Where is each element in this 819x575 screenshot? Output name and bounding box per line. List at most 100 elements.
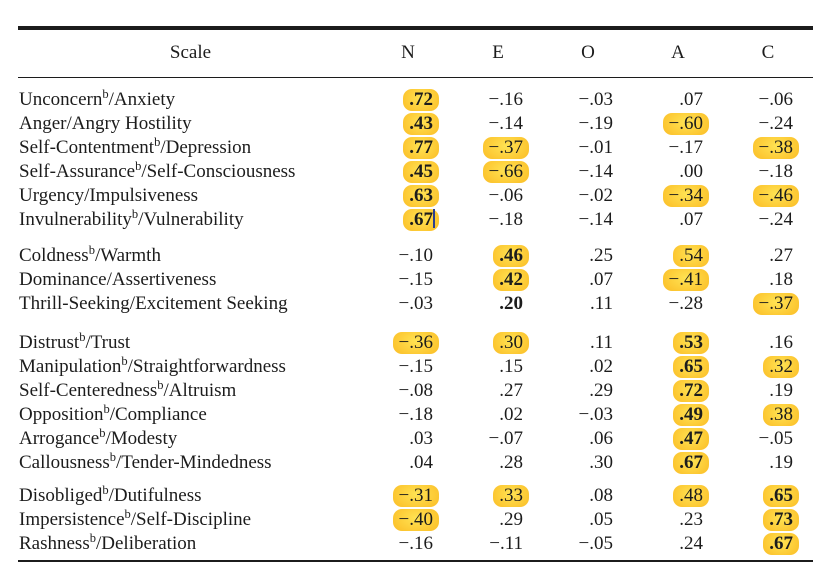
cell-n[interactable]: −.36 xyxy=(363,331,453,355)
cell-a[interactable]: −.34 xyxy=(633,184,723,208)
cell-n[interactable]: .03 xyxy=(363,427,453,451)
cell-a[interactable]: .67 xyxy=(633,451,723,475)
cell-o[interactable]: −.14 xyxy=(543,160,633,184)
cell-c[interactable]: −.05 xyxy=(723,427,813,451)
cell-n[interactable]: −.15 xyxy=(363,268,453,292)
cell-e[interactable]: −.37 xyxy=(453,136,543,160)
cell-n[interactable]: −.18 xyxy=(363,403,453,427)
scale-label[interactable]: Callousnessb/Tender-Mindedness xyxy=(18,451,363,475)
cell-c[interactable]: .18 xyxy=(723,268,813,292)
cell-e[interactable]: −.11 xyxy=(453,532,543,556)
cell-o[interactable]: −.02 xyxy=(543,184,633,208)
cell-c[interactable]: .65 xyxy=(723,484,813,508)
cell-e[interactable]: −.66 xyxy=(453,160,543,184)
cell-n[interactable]: .67 xyxy=(363,208,453,232)
cell-n[interactable]: .43 xyxy=(363,112,453,136)
cell-a[interactable]: .07 xyxy=(633,208,723,232)
cell-c[interactable]: .19 xyxy=(723,379,813,403)
cell-a[interactable]: .00 xyxy=(633,160,723,184)
scale-label[interactable]: Self-Contentmentb/Depression xyxy=(18,136,363,160)
cell-e[interactable]: .15 xyxy=(453,355,543,379)
cell-e[interactable]: .27 xyxy=(453,379,543,403)
cell-a[interactable]: .54 xyxy=(633,244,723,268)
cell-o[interactable]: .11 xyxy=(543,331,633,355)
scale-label[interactable]: Distrustb/Trust xyxy=(18,331,363,355)
cell-o[interactable]: .06 xyxy=(543,427,633,451)
cell-a[interactable]: .24 xyxy=(633,532,723,556)
cell-a[interactable]: .48 xyxy=(633,484,723,508)
cell-o[interactable]: −.03 xyxy=(543,403,633,427)
cell-n[interactable]: .72 xyxy=(363,88,453,112)
scale-label[interactable]: Coldnessb/Warmth xyxy=(18,244,363,268)
cell-o[interactable]: −.03 xyxy=(543,88,633,112)
cell-o[interactable]: −.14 xyxy=(543,208,633,232)
cell-a[interactable]: .53 xyxy=(633,331,723,355)
scale-label[interactable]: Thrill-Seeking/Excitement Seeking xyxy=(18,292,363,316)
cell-e[interactable]: −.06 xyxy=(453,184,543,208)
scale-label[interactable]: Rashnessb/Deliberation xyxy=(18,532,363,556)
scale-label[interactable]: Oppositionb/Compliance xyxy=(18,403,363,427)
cell-e[interactable]: −.18 xyxy=(453,208,543,232)
cell-e[interactable]: .20 xyxy=(453,292,543,316)
scale-label[interactable]: Dominance/Assertiveness xyxy=(18,268,363,292)
cell-c[interactable]: −.18 xyxy=(723,160,813,184)
cell-e[interactable]: −.16 xyxy=(453,88,543,112)
cell-e[interactable]: .02 xyxy=(453,403,543,427)
scale-label[interactable]: Impersistenceb/Self-Discipline xyxy=(18,508,363,532)
cell-e[interactable]: .30 xyxy=(453,331,543,355)
cell-e[interactable]: −.14 xyxy=(453,112,543,136)
cell-a[interactable]: −.60 xyxy=(633,112,723,136)
cell-n[interactable]: .77 xyxy=(363,136,453,160)
cell-c[interactable]: −.06 xyxy=(723,88,813,112)
cell-e[interactable]: −.07 xyxy=(453,427,543,451)
cell-c[interactable]: .27 xyxy=(723,244,813,268)
cell-n[interactable]: −.15 xyxy=(363,355,453,379)
cell-n[interactable]: −.31 xyxy=(363,484,453,508)
cell-n[interactable]: .63 xyxy=(363,184,453,208)
scale-label[interactable]: Invulnerabilityb/Vulnerability xyxy=(18,208,363,232)
cell-c[interactable]: −.38 xyxy=(723,136,813,160)
cell-a[interactable]: −.41 xyxy=(633,268,723,292)
cell-e[interactable]: .33 xyxy=(453,484,543,508)
cell-c[interactable]: −.46 xyxy=(723,184,813,208)
cell-c[interactable]: .73 xyxy=(723,508,813,532)
cell-c[interactable]: .32 xyxy=(723,355,813,379)
cell-c[interactable]: −.24 xyxy=(723,112,813,136)
cell-c[interactable]: .38 xyxy=(723,403,813,427)
cell-a[interactable]: .49 xyxy=(633,403,723,427)
cell-n[interactable]: .04 xyxy=(363,451,453,475)
cell-o[interactable]: −.19 xyxy=(543,112,633,136)
cell-c[interactable]: .16 xyxy=(723,331,813,355)
cell-o[interactable]: .29 xyxy=(543,379,633,403)
scale-label[interactable]: Self-Centerednessb/Altruism xyxy=(18,379,363,403)
cell-a[interactable]: .23 xyxy=(633,508,723,532)
cell-o[interactable]: .05 xyxy=(543,508,633,532)
cell-a[interactable]: .65 xyxy=(633,355,723,379)
scale-label[interactable]: Anger/Angry Hostility xyxy=(18,112,363,136)
cell-c[interactable]: .67 xyxy=(723,532,813,556)
cell-o[interactable]: .08 xyxy=(543,484,633,508)
scale-label[interactable]: Arroganceb/Modesty xyxy=(18,427,363,451)
scale-label[interactable]: Unconcernb/Anxiety xyxy=(18,88,363,112)
cell-o[interactable]: .30 xyxy=(543,451,633,475)
cell-a[interactable]: .72 xyxy=(633,379,723,403)
cell-c[interactable]: .19 xyxy=(723,451,813,475)
scale-label[interactable]: Urgency/Impulsiveness xyxy=(18,184,363,208)
cell-o[interactable]: .25 xyxy=(543,244,633,268)
cell-o[interactable]: .07 xyxy=(543,268,633,292)
cell-a[interactable]: .07 xyxy=(633,88,723,112)
cell-n[interactable]: −.16 xyxy=(363,532,453,556)
cell-a[interactable]: .47 xyxy=(633,427,723,451)
cell-e[interactable]: .46 xyxy=(453,244,543,268)
cell-n[interactable]: −.10 xyxy=(363,244,453,268)
cell-e[interactable]: .28 xyxy=(453,451,543,475)
cell-o[interactable]: .11 xyxy=(543,292,633,316)
cell-e[interactable]: .42 xyxy=(453,268,543,292)
cell-c[interactable]: −.24 xyxy=(723,208,813,232)
cell-n[interactable]: −.40 xyxy=(363,508,453,532)
scale-label[interactable]: Manipulationb/Straightforwardness xyxy=(18,355,363,379)
cell-n[interactable]: −.08 xyxy=(363,379,453,403)
cell-a[interactable]: −.28 xyxy=(633,292,723,316)
scale-label[interactable]: Self-Assuranceb/Self-Consciousness xyxy=(18,160,363,184)
cell-o[interactable]: .02 xyxy=(543,355,633,379)
